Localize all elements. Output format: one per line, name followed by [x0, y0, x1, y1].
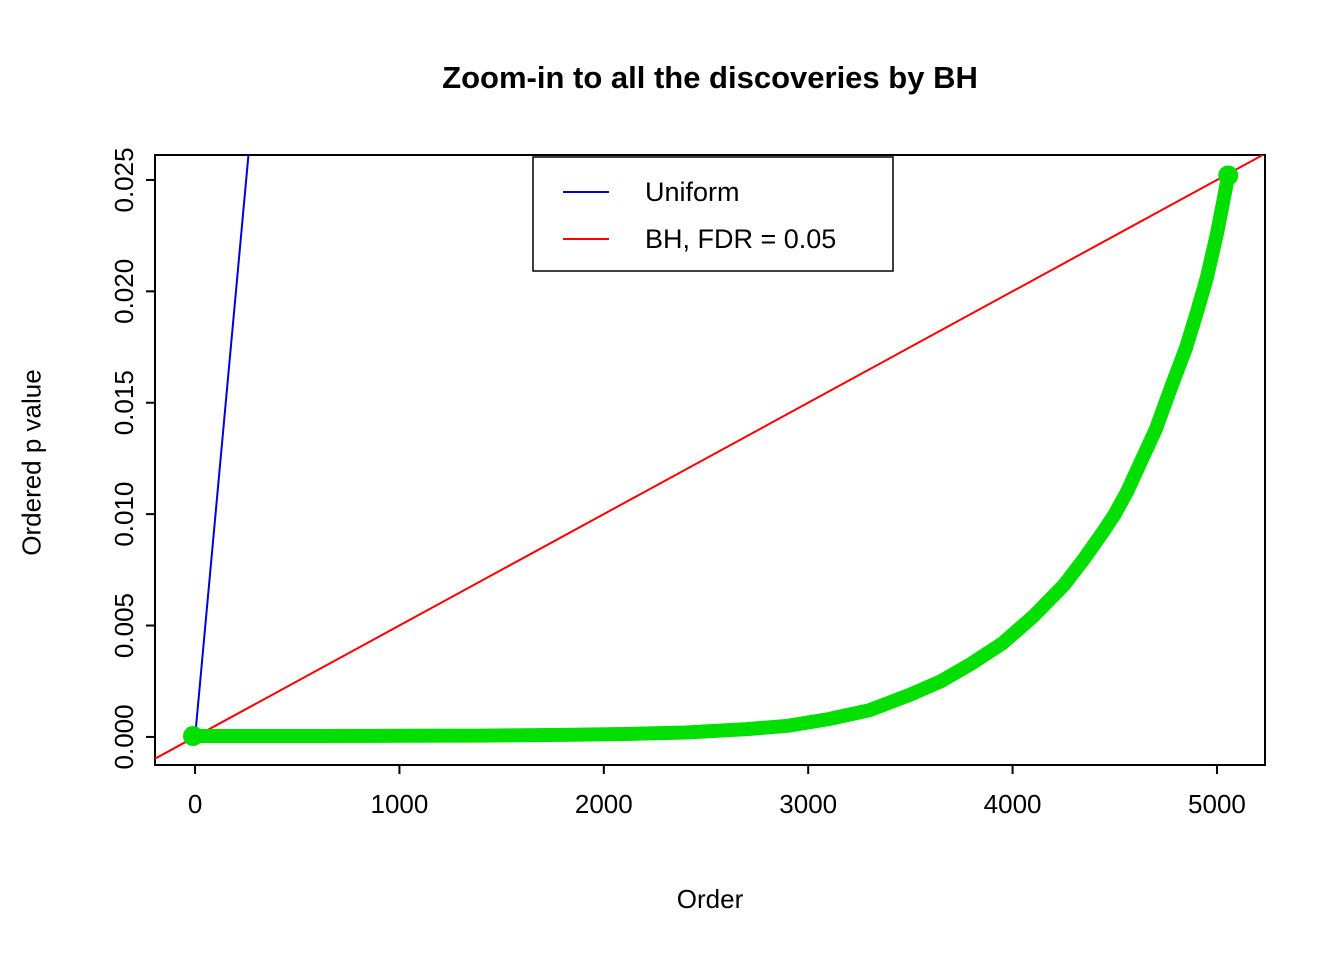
chart-title: Zoom-in to all the discoveries by BH [442, 60, 978, 95]
series-ordered-p-values-bh-discoveries- [186, 168, 1236, 743]
series-group [155, 155, 1265, 760]
legend-box [532, 156, 894, 272]
y-tick-label: 0.000 [109, 704, 139, 769]
series-end-dot [1218, 165, 1239, 186]
x-tick-label: 4000 [984, 789, 1042, 819]
y-tick-label: 0.020 [109, 259, 139, 324]
y-tick-label: 0.025 [109, 147, 139, 212]
y-tick-label: 0.015 [109, 370, 139, 435]
legend-label-0: Uniform [645, 177, 740, 207]
y-axis-label: Ordered p value [16, 369, 47, 556]
series-uniform [194, 155, 250, 738]
y-tick-label: 0.005 [109, 593, 139, 658]
series-bh-fdr-0-05 [155, 155, 1265, 760]
plot-box [154, 154, 1266, 766]
x-tick-label: 3000 [779, 789, 837, 819]
legend-label-1: BH, FDR = 0.05 [645, 224, 836, 254]
x-tick-label: 1000 [371, 789, 429, 819]
x-axis-label: Order [676, 884, 744, 914]
x-tick-label: 0 [188, 789, 202, 819]
x-tick-label: 5000 [1188, 789, 1246, 819]
y-tick-label: 0.010 [109, 482, 139, 547]
x-tick-label: 2000 [575, 789, 633, 819]
series-end-dot [183, 726, 204, 747]
